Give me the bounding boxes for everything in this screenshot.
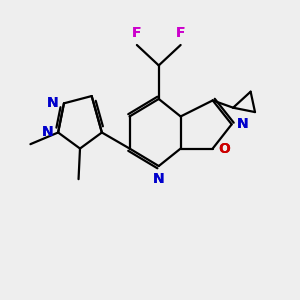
Text: O: O (218, 142, 230, 155)
Text: N: N (47, 96, 59, 110)
Text: F: F (132, 26, 142, 40)
Text: N: N (153, 172, 165, 187)
Text: F: F (132, 26, 142, 40)
Text: N: N (41, 125, 53, 140)
Text: F: F (176, 26, 185, 40)
Text: N: N (41, 125, 53, 140)
Text: N: N (153, 172, 165, 187)
Text: N: N (237, 117, 248, 131)
Text: F: F (176, 26, 185, 40)
Text: O: O (218, 142, 230, 155)
Text: N: N (237, 117, 248, 131)
Text: N: N (47, 96, 59, 110)
